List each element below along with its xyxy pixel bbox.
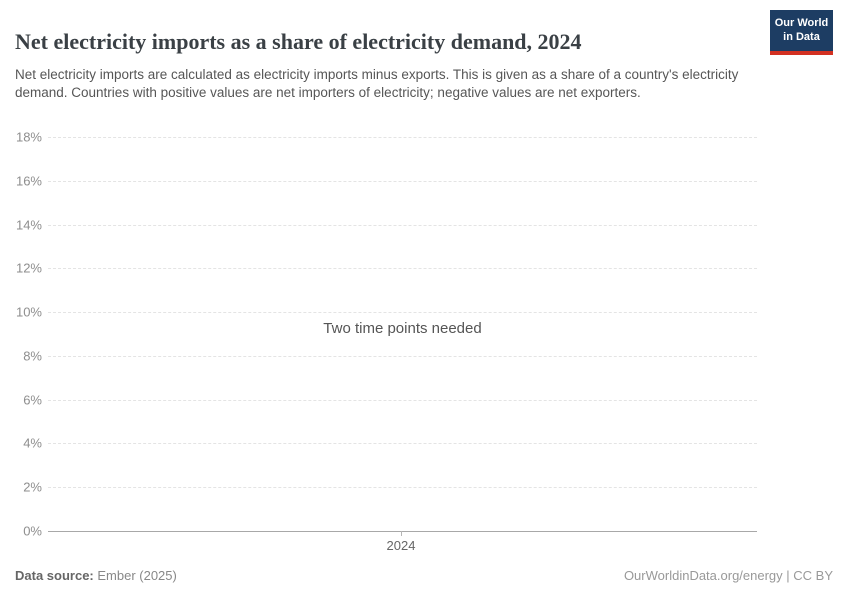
x-axis-tick-label: 2024 bbox=[386, 538, 416, 553]
gridline bbox=[48, 356, 757, 357]
owid-logo-line1: Our World bbox=[774, 16, 829, 29]
y-axis-tick-label: 2% bbox=[23, 479, 42, 495]
data-source-note: Data source: Ember (2025) bbox=[15, 568, 177, 583]
data-source-label: Data source: bbox=[15, 568, 94, 583]
y-axis-tick-label: 8% bbox=[23, 348, 42, 364]
y-axis-tick-label: 0% bbox=[23, 523, 42, 539]
gridline bbox=[48, 225, 757, 226]
y-axis-tick-label: 14% bbox=[15, 217, 42, 233]
empty-state-message: Two time points needed bbox=[323, 320, 482, 337]
y-axis-tick-label: 4% bbox=[23, 435, 42, 451]
gridline bbox=[48, 268, 757, 269]
gridline bbox=[48, 312, 757, 313]
y-axis-tick-label: 12% bbox=[15, 260, 42, 276]
owid-logo: Our World in Data bbox=[770, 10, 833, 55]
y-axis-tick-label: 10% bbox=[15, 304, 42, 320]
data-source-value: Ember (2025) bbox=[93, 568, 177, 583]
chart-subtitle: Net electricity imports are calculated a… bbox=[15, 66, 739, 101]
owid-logo-text: Our World in Data bbox=[775, 17, 829, 45]
y-axis-tick-label: 18% bbox=[15, 129, 42, 145]
gridline bbox=[48, 400, 757, 401]
gridline bbox=[48, 137, 757, 138]
gridline bbox=[48, 181, 757, 182]
y-axis-tick-label: 16% bbox=[15, 173, 42, 189]
attribution-link[interactable]: OurWorldinData.org/energy | CC BY bbox=[623, 568, 833, 583]
gridline bbox=[48, 443, 757, 444]
gridline bbox=[48, 487, 757, 488]
chart-title: Net electricity imports as a share of el… bbox=[15, 28, 582, 54]
x-axis-tick-mark bbox=[401, 531, 402, 536]
x-axis-line bbox=[48, 531, 757, 532]
owid-logo-line2: in Data bbox=[783, 30, 820, 43]
y-axis-tick-label: 6% bbox=[23, 392, 42, 408]
